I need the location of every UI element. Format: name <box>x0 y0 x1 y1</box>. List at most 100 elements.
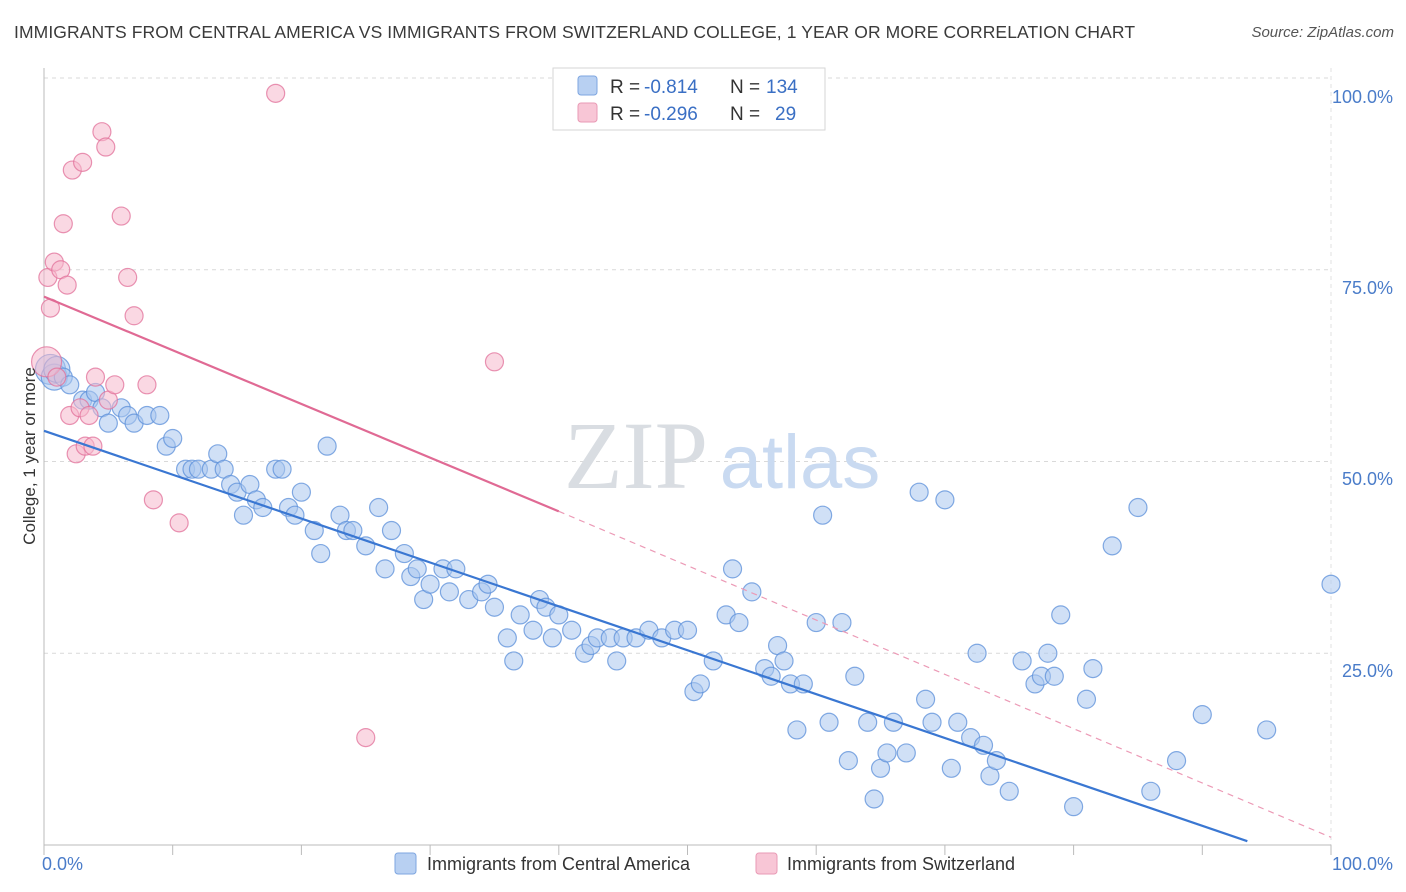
bottom-legend-swatch-blue <box>394 852 417 875</box>
central-america-point <box>1083 658 1103 679</box>
central-america-point <box>1076 689 1097 709</box>
switzerland-point <box>169 513 189 533</box>
stats-n-value-1: 134 <box>766 77 798 98</box>
central-america-point <box>285 505 305 525</box>
central-america-point <box>311 543 331 564</box>
central-america-point <box>922 712 942 732</box>
central-america-point <box>607 651 627 671</box>
central-america-point <box>729 612 749 633</box>
trend-layer <box>43 295 1332 843</box>
central-america-point <box>233 505 254 525</box>
stats-r-value-1: -0.814 <box>644 77 698 98</box>
central-america-point <box>1044 666 1064 686</box>
central-america-point <box>941 758 961 778</box>
central-america-point <box>98 413 118 433</box>
central-america-point <box>774 651 794 671</box>
stats-n-label-2: N = <box>730 104 760 125</box>
central-america-point <box>1128 497 1148 518</box>
central-america-point <box>915 689 936 709</box>
stats-legend-swatch-blue <box>577 75 598 96</box>
central-america-point <box>896 743 916 763</box>
central-america-point <box>439 582 460 602</box>
central-america-point <box>1166 751 1187 771</box>
switzerland-point <box>118 267 138 288</box>
stats-n-label-1: N = <box>730 77 760 98</box>
bottom-legend-label-blue: Immigrants from Central America <box>427 854 691 874</box>
chart-source: Source: ZipAtlas.com <box>1251 24 1394 41</box>
central-america-point <box>317 436 337 456</box>
central-america-point <box>806 612 826 633</box>
central-america-point <box>407 559 427 579</box>
central-america-point <box>510 605 530 625</box>
central-america-point <box>787 720 807 740</box>
watermark-atlas: atlas <box>720 420 881 505</box>
switzerland-point <box>96 137 116 157</box>
central-america-point <box>150 405 170 426</box>
central-america-point <box>832 612 852 633</box>
central-america-point <box>304 520 324 541</box>
y-axis-title: College, 1 year or more <box>20 367 39 545</box>
stats-r-label-1: R = <box>610 77 640 98</box>
central-america-point <box>819 712 839 732</box>
stats-legend-swatch-pink <box>577 102 598 123</box>
central-america-point <box>272 459 292 479</box>
central-america-point <box>562 620 582 640</box>
switzerland-point <box>73 152 93 172</box>
stats-legend-box <box>552 67 826 131</box>
central-america-point <box>1102 536 1122 556</box>
switzerland-point <box>111 206 131 226</box>
y-tick-label-25: 25.0% <box>1342 661 1393 681</box>
central-america-point <box>375 559 395 579</box>
x-tick-label-end: 100.0% <box>1332 854 1393 874</box>
central-america-point <box>935 490 955 510</box>
central-america-point <box>163 428 183 449</box>
switzerland-point <box>53 214 73 234</box>
central-america-point <box>1038 643 1058 663</box>
central-america-point <box>690 674 710 694</box>
central-america-point <box>1141 781 1161 801</box>
bottom-legend: Immigrants from Central America Immigran… <box>394 852 1015 875</box>
switzerland-trend-line <box>43 295 560 513</box>
central-america-point <box>420 574 440 594</box>
stats-r-value-2: -0.296 <box>644 104 698 125</box>
bottom-legend-label-pink: Immigrants from Switzerland <box>787 854 1015 874</box>
stats-legend: R = -0.814 N = 134 R = -0.296 N = 29 <box>552 67 826 131</box>
switzerland-point <box>105 375 125 395</box>
chart-title: IMMIGRANTS FROM CENTRAL AMERICA VS IMMIG… <box>14 22 1136 42</box>
switzerland-point <box>137 375 157 395</box>
central-america-point <box>813 505 833 525</box>
central-america-point <box>1257 720 1277 740</box>
switzerland-point <box>79 405 99 426</box>
central-america-point <box>742 582 762 602</box>
central-america-trend-line <box>43 429 1248 843</box>
central-america-point <box>864 789 884 809</box>
central-america-point <box>542 628 562 648</box>
y-tick-label-75: 75.0% <box>1342 278 1393 298</box>
switzerland-point <box>266 83 286 103</box>
switzerland-point <box>484 352 505 372</box>
x-tick-label-start: 0.0% <box>42 854 83 874</box>
central-america-point <box>909 482 929 502</box>
central-america-point <box>1321 574 1341 594</box>
central-america-point <box>1192 705 1212 725</box>
central-america-point <box>948 712 968 732</box>
switzerland-trend-extension <box>558 510 1332 838</box>
stats-r-label-2: R = <box>610 104 640 125</box>
central-america-point <box>1012 651 1032 671</box>
central-america-point <box>838 751 858 771</box>
switzerland-point <box>143 490 163 510</box>
bottom-legend-swatch-pink <box>755 852 778 875</box>
central-america-point <box>877 743 897 763</box>
central-america-point <box>1063 797 1084 817</box>
axes <box>43 68 1332 855</box>
switzerland-point <box>124 306 144 326</box>
central-america-point <box>369 497 389 518</box>
switzerland-point <box>57 275 77 295</box>
switzerland-point <box>85 367 106 387</box>
central-america-point <box>967 643 987 663</box>
central-america-point <box>858 712 878 732</box>
central-america-point <box>504 651 524 671</box>
y-tick-label-50: 50.0% <box>1342 469 1393 489</box>
central-america-point <box>484 597 505 617</box>
